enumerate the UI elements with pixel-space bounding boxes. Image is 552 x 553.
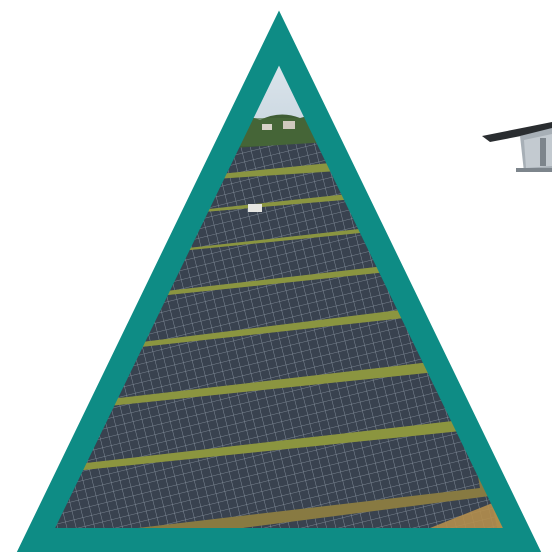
service-building — [248, 204, 262, 212]
mounting-bracket — [482, 122, 552, 172]
